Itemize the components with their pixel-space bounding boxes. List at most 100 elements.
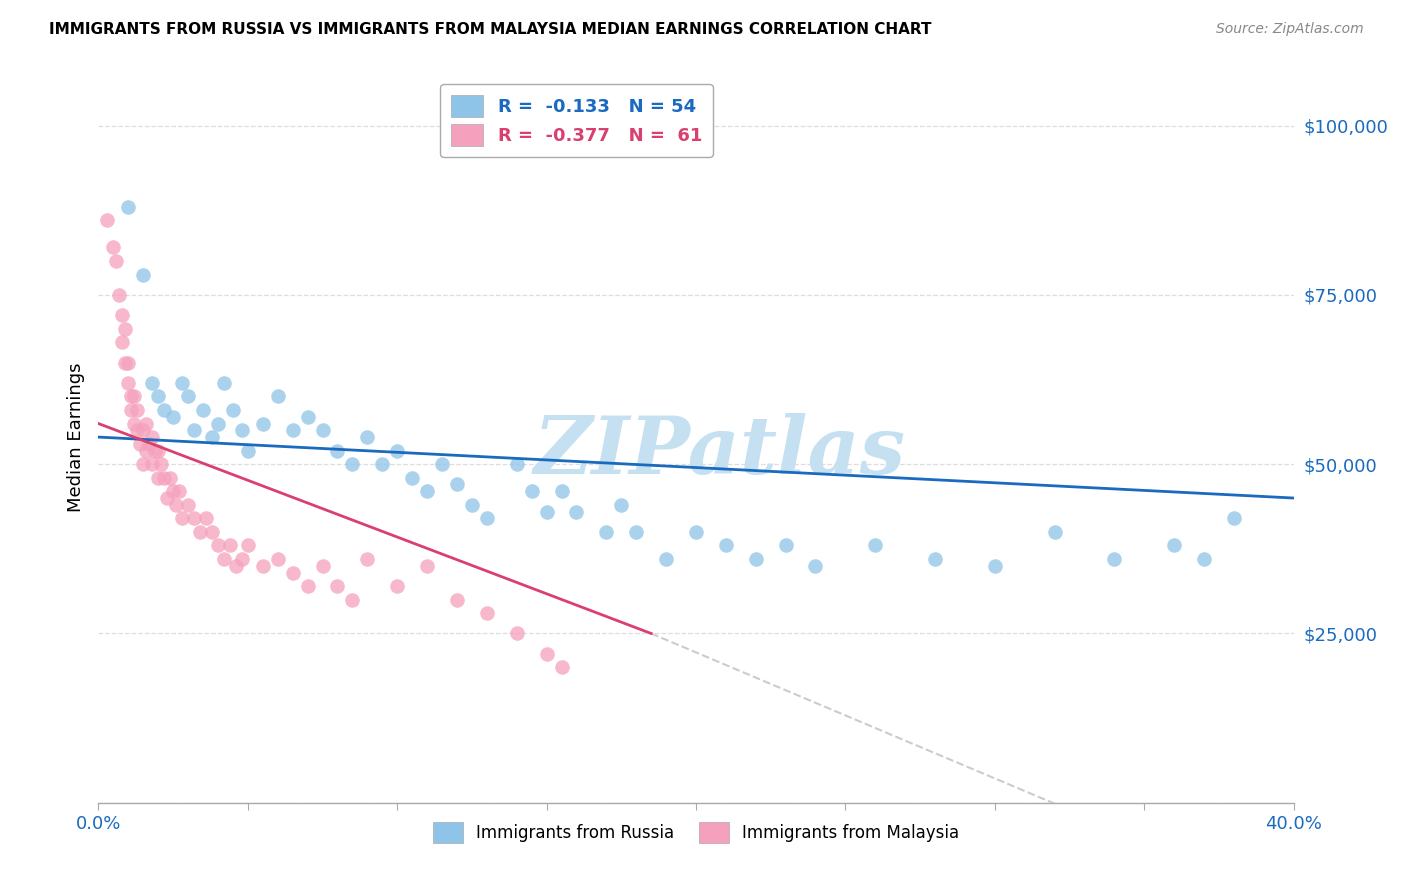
Point (188, 524, 211, 539)
Point (311, 423, 333, 437)
Point (222, 403, 245, 417)
Point (172, 376, 194, 390)
Point (129, 437, 152, 451)
Point (385, 443, 409, 458)
Point (626, 524, 648, 539)
Point (475, 606, 498, 620)
Point (162, 409, 184, 424)
Point (183, 511, 205, 525)
Point (267, 389, 290, 403)
Point (120, 403, 142, 417)
Point (267, 552, 290, 566)
Point (114, 355, 136, 369)
Point (342, 592, 364, 607)
Point (114, 322, 136, 336)
Point (212, 552, 235, 566)
Point (1043, 524, 1066, 539)
Point (117, 355, 139, 369)
Point (156, 491, 179, 505)
Point (924, 552, 946, 566)
Point (236, 538, 259, 552)
Point (475, 511, 498, 525)
Point (1163, 538, 1185, 552)
Point (111, 308, 134, 322)
Point (1223, 511, 1246, 525)
Point (714, 538, 737, 552)
Point (138, 437, 160, 451)
Point (1192, 552, 1215, 566)
Point (401, 471, 423, 485)
Point (212, 376, 235, 390)
Point (219, 538, 242, 552)
Point (172, 511, 194, 525)
Point (141, 376, 163, 390)
Point (120, 389, 142, 403)
Point (201, 524, 224, 539)
Point (416, 484, 439, 499)
Point (506, 457, 529, 471)
Point (127, 403, 149, 417)
Point (804, 558, 827, 573)
Point (385, 579, 409, 593)
Point (326, 579, 349, 593)
Point (231, 552, 253, 566)
Point (124, 389, 146, 403)
Text: Source: ZipAtlas.com: Source: ZipAtlas.com (1216, 22, 1364, 37)
Point (236, 443, 259, 458)
Point (117, 376, 139, 390)
Point (745, 552, 768, 566)
Point (96, 213, 118, 227)
Text: ZIPatlas: ZIPatlas (534, 413, 905, 491)
Point (536, 647, 558, 661)
Point (124, 417, 146, 431)
Point (148, 471, 170, 485)
Point (153, 471, 176, 485)
Point (342, 457, 364, 471)
Point (195, 511, 218, 525)
Point (132, 423, 155, 437)
Point (111, 335, 134, 350)
Point (550, 484, 572, 499)
Point (356, 552, 378, 566)
Point (506, 626, 529, 640)
Point (183, 423, 205, 437)
Point (356, 430, 378, 444)
Point (159, 471, 181, 485)
Point (153, 403, 176, 417)
Point (135, 417, 157, 431)
Point (225, 558, 247, 573)
Point (143, 443, 166, 458)
Point (162, 484, 184, 499)
Point (565, 505, 588, 519)
Point (430, 457, 453, 471)
Point (595, 524, 617, 539)
Point (446, 477, 468, 491)
Point (984, 558, 1007, 573)
Point (610, 498, 633, 512)
Point (281, 423, 304, 437)
Point (105, 254, 128, 268)
Point (148, 389, 170, 403)
Point (685, 524, 707, 539)
Point (326, 443, 349, 458)
Point (117, 200, 139, 214)
Point (231, 423, 253, 437)
Point (127, 423, 149, 437)
Point (148, 443, 170, 458)
Point (252, 417, 274, 431)
Point (141, 430, 163, 444)
Point (108, 288, 131, 302)
Point (177, 498, 200, 512)
Point (520, 484, 543, 499)
Point (655, 552, 678, 566)
Point (207, 538, 229, 552)
Point (177, 389, 200, 403)
Point (550, 660, 572, 674)
Point (167, 484, 190, 499)
Legend: Immigrants from Russia, Immigrants from Malaysia: Immigrants from Russia, Immigrants from … (426, 815, 966, 849)
Point (201, 430, 224, 444)
Text: IMMIGRANTS FROM RUSSIA VS IMMIGRANTS FROM MALAYSIA MEDIAN EARNINGS CORRELATION C: IMMIGRANTS FROM RUSSIA VS IMMIGRANTS FRO… (49, 22, 932, 37)
Point (135, 443, 157, 458)
Point (461, 498, 484, 512)
Point (132, 268, 155, 282)
